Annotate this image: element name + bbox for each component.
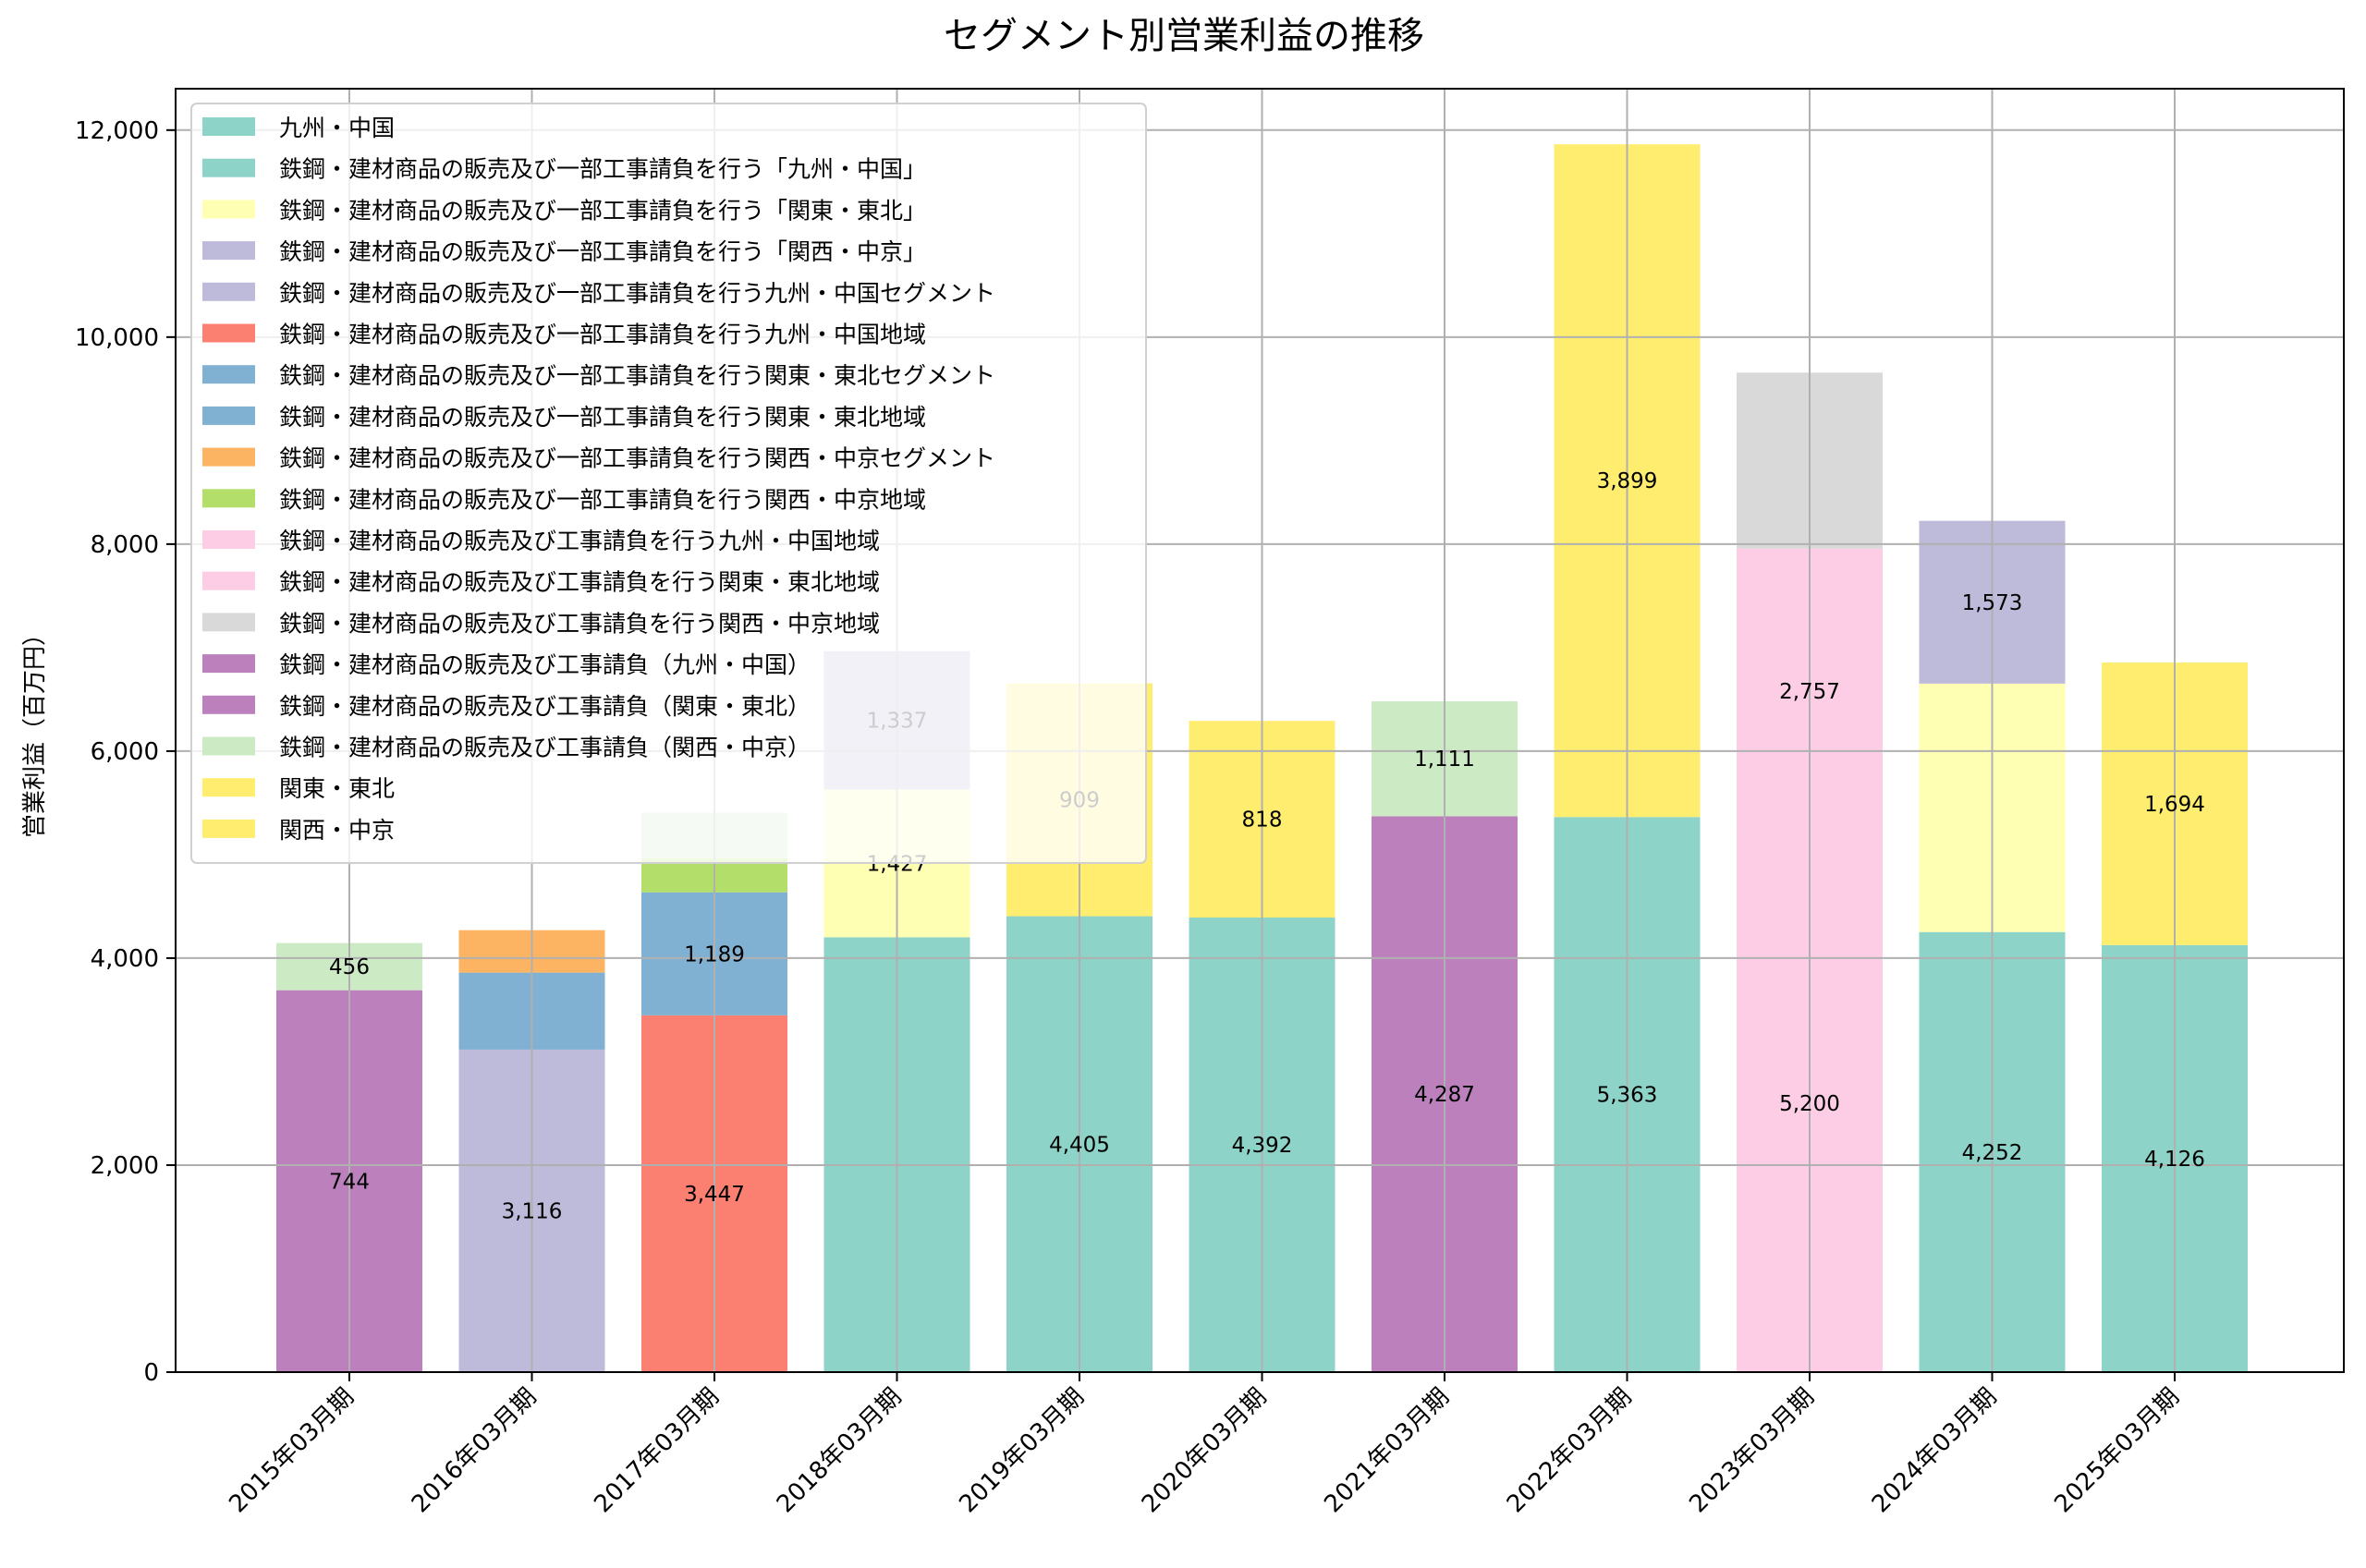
legend-swatch (202, 447, 255, 467)
legend: 九州・中国鉄鋼・建材商品の販売及び一部工事請負を行う「九州・中国」鉄鋼・建材商品… (190, 103, 1147, 864)
data-label: 4,405 (1049, 1133, 1110, 1157)
data-label: 4,392 (1232, 1134, 1293, 1158)
legend-swatch (202, 117, 255, 136)
data-label: 1,573 (1962, 591, 2023, 615)
plot-frame (175, 88, 2345, 1373)
legend-swatch (202, 654, 255, 674)
legend-swatch (202, 695, 255, 714)
data-label: 4,126 (2144, 1148, 2205, 1172)
data-label: 4,287 (1414, 1083, 1475, 1107)
legend-swatch (202, 200, 255, 219)
legend-swatch (202, 323, 255, 343)
legend-swatch (202, 241, 255, 261)
y-tick-label: 4,000 (91, 945, 159, 973)
y-tick-label: 0 (143, 1359, 159, 1387)
data-label: 3,116 (502, 1199, 563, 1223)
y-tick-label: 2,000 (91, 1152, 159, 1180)
legend-entry: 鉄鋼・建材商品の販売及び工事請負（関西・中京） (279, 735, 811, 761)
legend-entry: 鉄鋼・建材商品の販売及び工事請負を行う関西・中京地域 (279, 610, 880, 637)
y-axis-label: 営業利益（百万円） (21, 622, 49, 838)
legend-swatch (202, 158, 255, 177)
legend-swatch (202, 530, 255, 549)
legend-entry: 関東・東北 (279, 775, 395, 802)
data-label: 2,757 (1779, 680, 1840, 704)
legend-swatch (202, 613, 255, 632)
legend-entry: 鉄鋼・建材商品の販売及び一部工事請負を行う関東・東北地域 (279, 404, 926, 431)
data-label: 1,189 (684, 942, 745, 966)
legend-entry: 関西・中京 (279, 817, 395, 844)
legend-swatch (202, 819, 255, 838)
legend-swatch (202, 489, 255, 508)
y-tick-label: 12,000 (75, 117, 159, 145)
legend-swatch (202, 365, 255, 384)
chart-title: セグメント別営業利益の推移 (944, 15, 1424, 57)
legend-entry: 九州・中国 (279, 115, 395, 141)
legend-entry: 鉄鋼・建材商品の販売及び一部工事請負を行う九州・中国地域 (279, 322, 926, 348)
y-axis: 0 2,000 4,000 6,000 8,000 10,000 12,000 (75, 117, 176, 1387)
data-label: 456 (329, 955, 370, 979)
legend-entry: 鉄鋼・建材商品の販売及び一部工事請負を行う「関西・中京」 (279, 238, 926, 265)
legend-swatch (202, 736, 255, 756)
data-label: 1,694 (2144, 793, 2205, 817)
legend-entry: 鉄鋼・建材商品の販売及び工事請負を行う九州・中国地域 (279, 528, 880, 554)
data-label: 744 (329, 1170, 370, 1194)
y-tick-label: 6,000 (91, 738, 159, 766)
legend-entry: 鉄鋼・建材商品の販売及び工事請負を行う関東・東北地域 (279, 569, 880, 596)
legend-entry: 鉄鋼・建材商品の販売及び工事請負（関東・東北） (279, 693, 811, 720)
y-tick-label: 8,000 (91, 531, 159, 559)
legend-swatch (202, 571, 255, 590)
legend-entry: 鉄鋼・建材商品の販売及び工事請負（九州・中国） (279, 651, 811, 678)
legend-box (190, 103, 1147, 864)
data-label: 3,899 (1597, 469, 1658, 493)
data-label: 4,252 (1962, 1141, 2023, 1165)
data-label: 1,111 (1414, 748, 1475, 772)
data-label: 818 (1242, 808, 1283, 833)
data-label: 5,200 (1779, 1092, 1840, 1116)
data-label: 3,447 (684, 1183, 745, 1207)
legend-entry: 鉄鋼・建材商品の販売及び一部工事請負を行う「九州・中国」 (279, 156, 926, 183)
legend-swatch (202, 406, 255, 425)
legend-entry: 鉄鋼・建材商品の販売及び一部工事請負を行う関西・中京セグメント (279, 445, 995, 472)
legend-entry: 鉄鋼・建材商品の販売及び一部工事請負を行う「関東・東北」 (279, 197, 926, 224)
legend-swatch (202, 778, 255, 797)
legend-entry: 鉄鋼・建材商品の販売及び一部工事請負を行う関東・東北セグメント (279, 362, 995, 389)
legend-swatch (202, 282, 255, 301)
y-tick-label: 10,000 (75, 324, 159, 352)
legend-entry: 鉄鋼・建材商品の販売及び一部工事請負を行う九州・中国セグメント (279, 280, 995, 307)
data-label: 5,363 (1597, 1084, 1658, 1108)
legend-entry: 鉄鋼・建材商品の販売及び一部工事請負を行う関西・中京地域 (279, 486, 926, 513)
